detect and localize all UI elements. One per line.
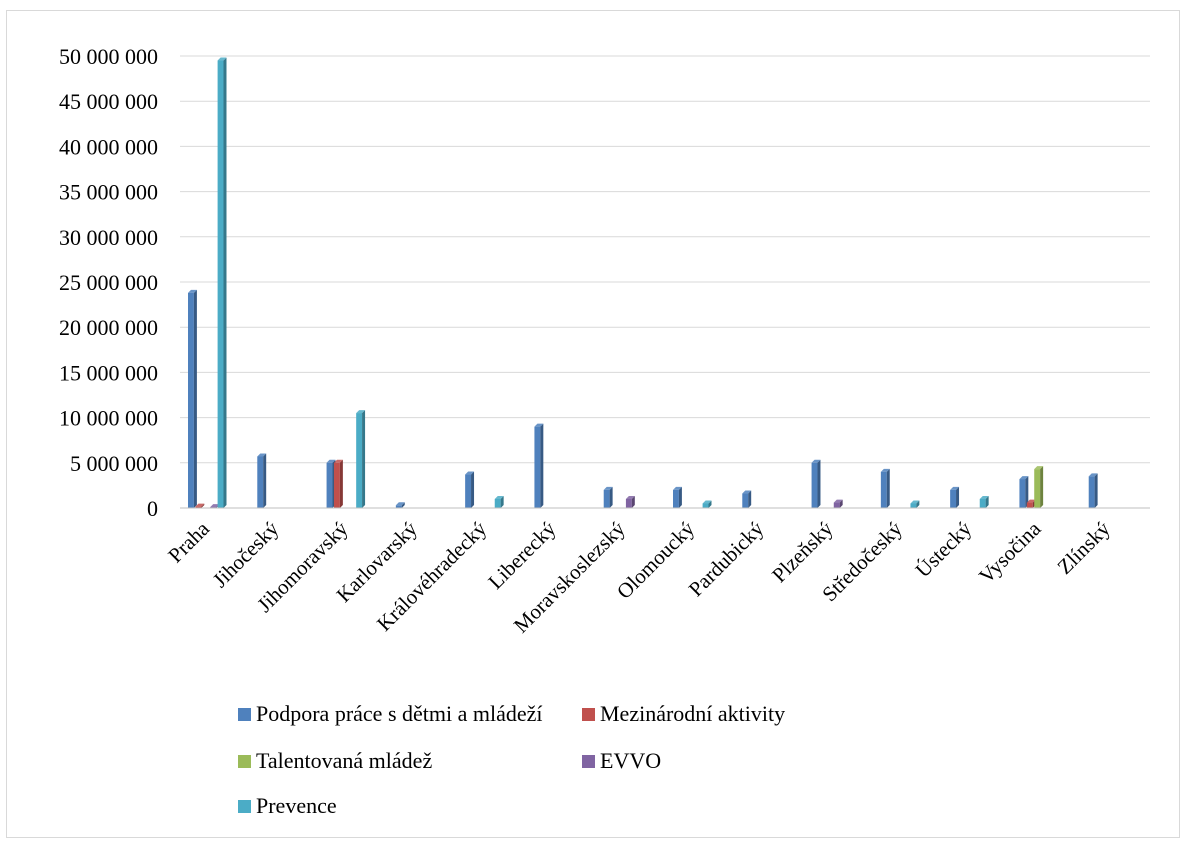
bar bbox=[395, 502, 405, 508]
y-tick-label: 35 000 000 bbox=[59, 180, 158, 205]
bar bbox=[1034, 466, 1044, 508]
bar bbox=[811, 459, 821, 508]
x-tick-label: Ústecký bbox=[911, 516, 977, 582]
legend-swatch bbox=[582, 708, 595, 721]
bar bbox=[195, 503, 205, 508]
legend-label: Prevence bbox=[256, 793, 337, 818]
bar bbox=[333, 459, 343, 508]
y-tick-label: 15 000 000 bbox=[59, 360, 158, 385]
bar bbox=[673, 486, 682, 508]
legend-item: EVVO bbox=[582, 748, 661, 773]
y-tick-label: 40 000 000 bbox=[59, 134, 158, 159]
legend-label: Podpora práce s dětmi a mládeží bbox=[256, 701, 543, 726]
bar bbox=[1088, 473, 1098, 508]
bars bbox=[188, 57, 1098, 509]
y-tick-label: 25 000 000 bbox=[59, 270, 158, 295]
bar bbox=[534, 423, 544, 508]
x-tick-label: Zlínský bbox=[1052, 516, 1115, 579]
legend-item: Talentovaná mládež bbox=[238, 748, 432, 773]
chart-frame bbox=[6, 10, 1180, 838]
bar bbox=[950, 486, 960, 508]
legend-label: Mezinárodní aktivity bbox=[600, 701, 785, 726]
bar bbox=[257, 453, 267, 508]
x-tick-label: Plzeňský bbox=[767, 516, 838, 587]
x-tick-label: Pardubický bbox=[684, 516, 769, 601]
bar bbox=[356, 410, 366, 508]
legend-item: Prevence bbox=[238, 793, 337, 818]
legend-swatch bbox=[238, 755, 251, 768]
legend-label: Talentovaná mládež bbox=[256, 748, 432, 773]
y-tick-label: 50 000 000 bbox=[59, 44, 158, 69]
legend: Podpora práce s dětmi a mládeží Mezinárod… bbox=[238, 701, 785, 818]
bar bbox=[217, 57, 227, 509]
x-tick-label: Praha bbox=[163, 516, 214, 567]
y-tick-label: 45 000 000 bbox=[59, 89, 158, 114]
legend-item: Mezinárodní aktivity bbox=[582, 701, 785, 726]
legend-swatch bbox=[238, 800, 251, 813]
bar bbox=[880, 468, 890, 508]
bar bbox=[910, 500, 920, 508]
bar bbox=[833, 499, 843, 508]
legend-item: Podpora práce s dětmi a mládeží bbox=[238, 701, 543, 726]
bar bbox=[742, 490, 752, 508]
legend-swatch bbox=[238, 708, 251, 721]
bar bbox=[702, 500, 712, 508]
legend-swatch bbox=[582, 755, 595, 768]
legend-label: EVVO bbox=[600, 748, 661, 773]
x-tick-label: Vysočina bbox=[974, 516, 1046, 588]
x-axis-category-labels: PrahaJihočeskýJihomoravskýKarlovarskýKrá… bbox=[163, 516, 1115, 637]
gridlines bbox=[180, 55, 1150, 464]
bar bbox=[494, 495, 504, 508]
y-tick-label: 0 bbox=[147, 496, 158, 521]
bar bbox=[1019, 476, 1029, 508]
y-tick-label: 20 000 000 bbox=[59, 315, 158, 340]
bar bbox=[188, 289, 197, 508]
y-tick-label: 30 000 000 bbox=[59, 225, 158, 250]
bar bbox=[979, 495, 989, 508]
y-tick-label: 5 000 000 bbox=[70, 451, 158, 476]
bar bbox=[603, 486, 613, 508]
bar bbox=[465, 471, 475, 508]
bar bbox=[625, 495, 635, 508]
y-axis-tick-labels: 0 5 000 000 10 000 000 15 000 000 20 000 000… bbox=[59, 44, 158, 521]
y-tick-label: 10 000 000 bbox=[59, 406, 158, 431]
